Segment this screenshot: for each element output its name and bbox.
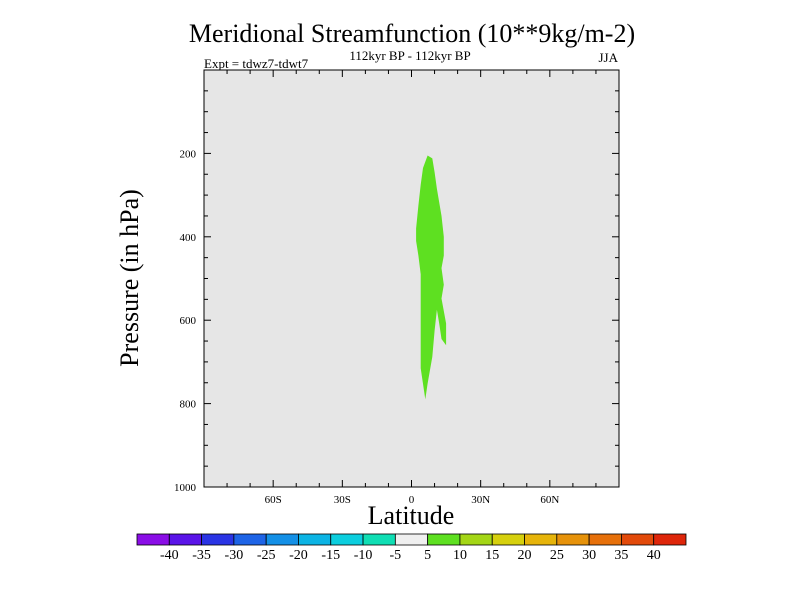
x-tick-label: 0	[409, 494, 415, 506]
colorbar-box	[459, 533, 493, 546]
colorbar-box	[168, 533, 202, 546]
colorbar-box	[653, 533, 687, 546]
colorbar-label: -40	[160, 548, 179, 563]
colorbar-label: 5	[424, 548, 431, 563]
season-label: JJA	[598, 50, 618, 65]
experiment-label: Expt = tdwz7-tdwt7	[204, 56, 309, 71]
contour-region-1	[416, 155, 447, 400]
chart-subtitle: 112kyr BP - 112kyr BP	[349, 48, 470, 63]
colorbar-box	[588, 533, 622, 546]
filled-contour-layer	[416, 155, 447, 400]
colorbar-label: -10	[354, 548, 373, 563]
colorbar-box	[298, 533, 332, 546]
x-tick-label: 30N	[471, 494, 490, 506]
colorbar-label: -20	[289, 548, 308, 563]
colorbar-box	[556, 533, 590, 546]
colorbar-box	[427, 533, 461, 546]
colorbar-label: -35	[192, 548, 211, 563]
colorbar-label: 30	[582, 548, 596, 563]
y-axis-label: Pressure (in hPa)	[115, 189, 144, 367]
y-tick-label: 400	[180, 232, 197, 244]
y-tick-label: 600	[180, 315, 197, 327]
y-tick-label: 800	[180, 399, 197, 411]
plot-area	[204, 70, 619, 487]
colorbar-label: -15	[321, 548, 340, 563]
x-tick-label: 60N	[540, 494, 559, 506]
y-tick-label: 200	[180, 148, 197, 160]
y-tick-label: 1000	[174, 482, 197, 494]
x-tick-label: 30S	[334, 494, 351, 506]
colorbar-label: 15	[485, 548, 499, 563]
colorbar-label: 10	[453, 548, 467, 563]
colorbar-label: -5	[390, 548, 402, 563]
colorbar-box	[621, 533, 655, 546]
colorbar-box	[233, 533, 267, 546]
colorbar-label: -30	[225, 548, 244, 563]
colorbar-box	[265, 533, 299, 546]
axis-ticks: 60S 30S 0 30N 60N 200 400 600 800 1000	[174, 70, 619, 506]
colorbar: -40 -35 -30 -25 -20 -15 -10 -5 5 10 15 20 25 30 35 40	[136, 533, 687, 563]
colorbar-label: 35	[614, 548, 628, 563]
chart-title: Meridional Streamfunction (10**9kg/m-2)	[189, 19, 635, 48]
x-tick-label: 60S	[265, 494, 282, 506]
colorbar-box	[136, 533, 170, 546]
colorbar-label: 25	[550, 548, 564, 563]
x-axis-label: Latitude	[368, 501, 455, 530]
colorbar-box	[362, 533, 396, 546]
colorbar-box	[201, 533, 235, 546]
colorbar-label: -25	[257, 548, 276, 563]
colorbar-label: 40	[647, 548, 661, 563]
colorbar-box	[491, 533, 525, 546]
colorbar-box	[394, 533, 429, 546]
colorbar-box	[524, 533, 558, 546]
colorbar-box	[330, 533, 364, 546]
colorbar-label: 20	[518, 548, 532, 563]
